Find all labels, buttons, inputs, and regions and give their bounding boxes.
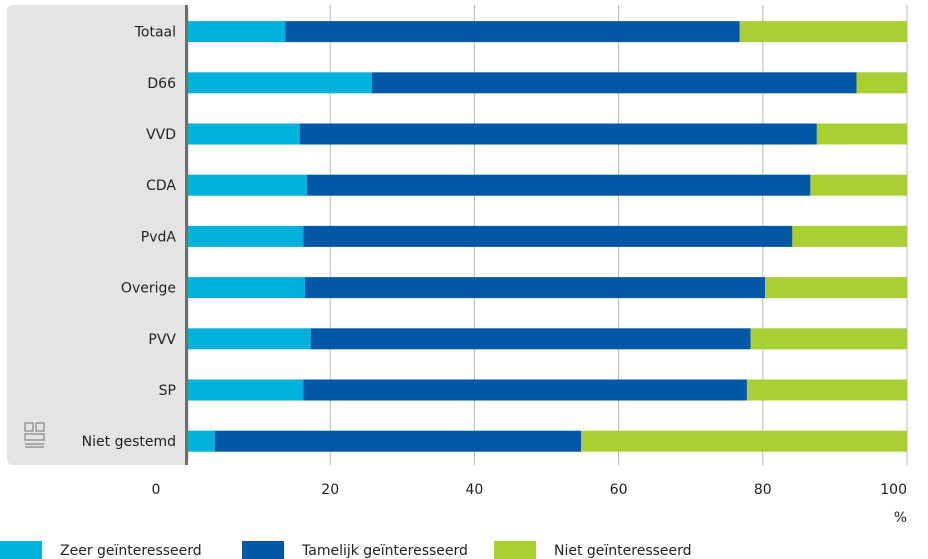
category-label: Overige — [121, 281, 176, 297]
category-label: PvdA — [141, 229, 177, 245]
bar-segment — [186, 21, 286, 43]
legend-label: Zeer geïnteresseerd — [60, 543, 202, 559]
bar-segment — [581, 430, 907, 452]
category-label: VVD — [146, 127, 176, 143]
bar-segment — [186, 174, 308, 196]
x-tick-label: 60 — [610, 482, 628, 498]
y-axis-line — [185, 5, 188, 465]
bar-segment — [186, 430, 215, 452]
x-unit-label: % — [894, 510, 907, 526]
bar-segment — [186, 328, 311, 350]
bar-segment — [307, 174, 811, 196]
bar-segment — [372, 72, 857, 94]
bar-segment — [299, 123, 817, 145]
category-label: PVV — [148, 332, 176, 348]
legend-label: Tamelijk geïnteresseerd — [301, 543, 468, 559]
bar-segment — [186, 277, 305, 299]
cbs-logo-icon — [24, 422, 45, 448]
bar-segment — [739, 21, 907, 43]
bar-segment — [810, 174, 907, 196]
bar-segment — [750, 328, 907, 350]
bar-segment — [186, 72, 373, 94]
bar-segment — [214, 430, 582, 452]
bar-segment — [285, 21, 740, 43]
bar-segment — [303, 225, 793, 247]
bar-segment — [310, 328, 751, 350]
bar-segment — [303, 379, 747, 401]
legend-swatch — [242, 541, 284, 559]
bar-segment — [186, 123, 300, 145]
x-tick-label: 40 — [465, 482, 483, 498]
x-tick-label: 100 — [880, 482, 907, 498]
legend-swatch — [0, 541, 42, 559]
bar-segment — [764, 277, 907, 299]
legend-label: Niet geïnteresseerd — [554, 543, 692, 559]
x-tick-label: 20 — [321, 482, 339, 498]
x-tick-label: 80 — [754, 482, 772, 498]
bar-segment — [304, 277, 765, 299]
category-label: Niet gestemd — [82, 434, 176, 450]
category-label: D66 — [147, 76, 176, 92]
x-tick-label: 0 — [152, 482, 161, 498]
category-panel — [7, 5, 189, 465]
bar-segment — [856, 72, 907, 94]
bar-segment — [816, 123, 907, 145]
category-label: SP — [159, 383, 176, 399]
bar-segment — [186, 225, 304, 247]
category-label: Totaal — [134, 25, 176, 41]
bar-segment — [792, 225, 907, 247]
bar-segment — [186, 379, 304, 401]
legend-swatch — [494, 541, 536, 559]
bar-segment — [746, 379, 907, 401]
category-label: CDA — [146, 178, 176, 194]
